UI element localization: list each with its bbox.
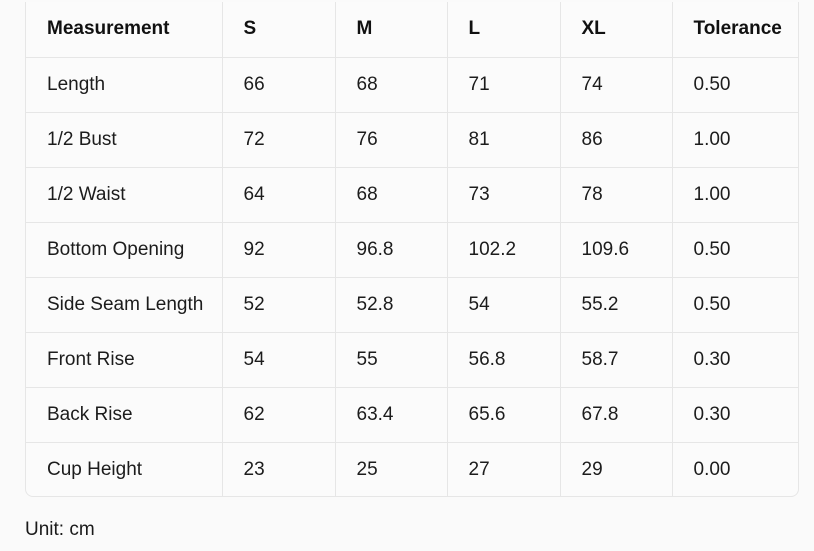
size-value-cell: 102.2 — [447, 222, 561, 278]
unit-label: Unit: cm — [25, 519, 95, 540]
table-row: Back Rise 62 63.4 65.6 67.8 0.30 — [26, 387, 798, 443]
measurement-name-cell: 1/2 Bust — [26, 112, 223, 168]
size-value-cell: 0.30 — [672, 387, 798, 443]
size-value-cell: 0.00 — [693, 458, 731, 480]
size-value-cell: 78 — [560, 167, 673, 223]
column-header-m: M — [335, 2, 448, 58]
size-value-cell: 67.8 — [560, 387, 673, 443]
measurement-name-cell: 1/2 Waist — [26, 167, 223, 223]
size-value-cell: 68 — [335, 167, 448, 223]
size-value-cell: 1.00 — [672, 112, 798, 168]
size-value-cell: 52.8 — [335, 277, 448, 333]
table-header: Measurement S M L XL Tolerance — [26, 2, 798, 58]
size-value-cell: 74 — [560, 57, 673, 113]
size-value-cell: 29 — [560, 442, 673, 496]
size-value-cell: 1.00 — [672, 167, 798, 223]
measurement-name-cell: Front Rise — [26, 332, 223, 388]
size-value-cell: 58.7 — [560, 332, 673, 388]
size-value-cell: 0.50 — [672, 57, 798, 113]
table-row: Bottom Opening 92 96.8 102.2 109.6 0.50 — [26, 222, 798, 278]
column-header-tolerance: Tolerance — [672, 2, 798, 58]
column-header-measurement: Measurement — [26, 2, 223, 58]
size-value-cell: 52 — [222, 277, 336, 333]
size-value-cell: 23 — [222, 442, 336, 496]
size-value-cell: 55 — [335, 332, 448, 388]
size-value-cell: 54 — [447, 277, 561, 333]
size-value-cell: 56.8 — [447, 332, 561, 388]
size-value-cell: 68 — [335, 57, 448, 113]
table-row: Side Seam Length 52 52.8 54 55.2 0.50 — [26, 277, 798, 333]
measurement-name-cell: Bottom Opening — [26, 222, 223, 278]
size-value-cell: 25 — [335, 442, 448, 496]
size-value-cell: 0.30 — [672, 332, 798, 388]
table-body: Length 66 68 71 74 0.50 1/2 Bust 72 76 81 86 1.00 1/… — [26, 57, 798, 496]
size-value-cell: 66 — [222, 57, 336, 113]
size-value-cell: 109.6 — [560, 222, 673, 278]
size-value-cell: 64 — [222, 167, 336, 223]
size-value-cell: 73 — [447, 167, 561, 223]
table-row: Length 66 68 71 74 0.50 — [26, 57, 798, 113]
size-value-cell: 76 — [335, 112, 448, 168]
size-value-cell: 54 — [222, 332, 336, 388]
size-value-cell: 0.50 — [672, 277, 798, 333]
column-header-xl: XL — [560, 2, 673, 58]
size-value-cell: 96.8 — [335, 222, 448, 278]
table-row: 1/2 Waist 64 68 73 78 1.00 — [26, 167, 798, 223]
size-chart-card: Measurement S M L XL Tolerance Length 66 68 71 74… — [25, 2, 799, 497]
size-value-cell: 86 — [560, 112, 673, 168]
size-chart-table: Measurement S M L XL Tolerance Length 66 68 71 74… — [26, 2, 798, 496]
size-value-cell: 81 — [447, 112, 561, 168]
size-value-cell: 92 — [222, 222, 336, 278]
size-value-cell: 63.4 — [335, 387, 448, 443]
size-value-cell: 55.2 — [560, 277, 673, 333]
column-header-l: L — [447, 2, 561, 58]
column-header-s: S — [222, 2, 336, 58]
header-row: Measurement S M L XL Tolerance — [26, 2, 798, 58]
measurement-name-cell: Side Seam Length — [26, 277, 223, 333]
size-value-cell: 72 — [222, 112, 336, 168]
size-value-cell: 0.50 — [672, 222, 798, 278]
size-value-cell: 65.6 — [447, 387, 561, 443]
table-row: Front Rise 54 55 56.8 58.7 0.30 — [26, 332, 798, 388]
table-row: Cup Height 23 25 27 29 0.00 — [26, 442, 798, 496]
measurement-name-cell: Cup Height — [26, 442, 223, 496]
table-row: 1/2 Bust 72 76 81 86 1.00 — [26, 112, 798, 168]
measurement-name-cell: Back Rise — [26, 387, 223, 443]
measurement-name-cell: Length — [26, 57, 223, 113]
size-value-cell: 62 — [222, 387, 336, 443]
size-value-cell: 71 — [447, 57, 561, 113]
size-value-cell: 27 — [447, 442, 561, 496]
